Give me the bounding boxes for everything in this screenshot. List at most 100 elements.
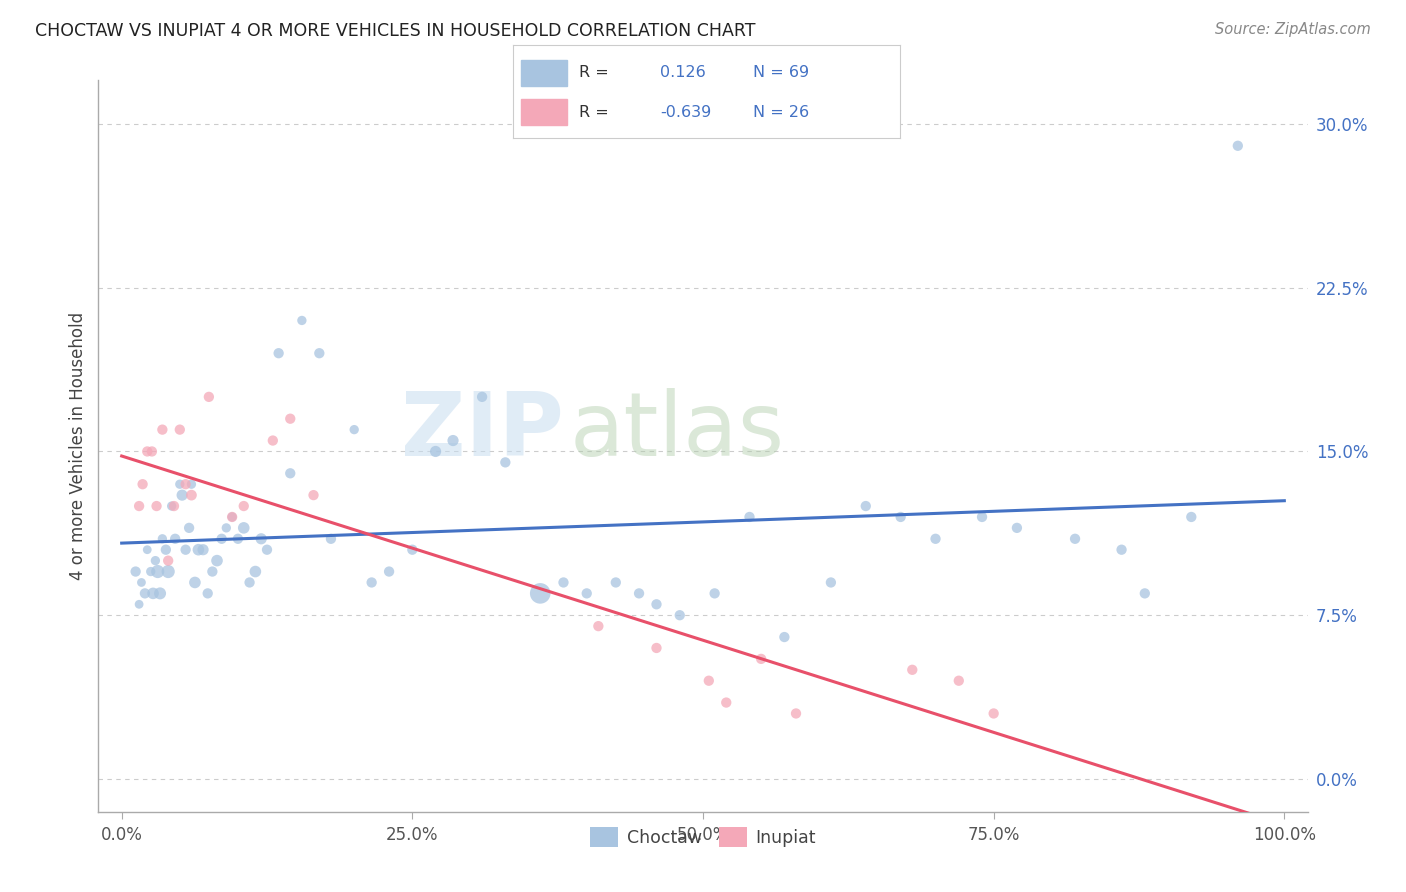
Point (1064, 532, 1087, 546)
Point (245, 565, 267, 579)
Point (226, 532, 249, 546)
Point (278, 411, 301, 425)
Text: atlas: atlas (569, 388, 785, 475)
Point (145, 499, 167, 513)
Point (749, 652, 772, 666)
Point (187, 542, 209, 557)
Point (184, 575, 207, 590)
Text: N = 26: N = 26 (754, 104, 808, 120)
Point (319, 532, 342, 546)
Point (198, 390, 221, 404)
Point (174, 542, 197, 557)
Point (378, 565, 401, 579)
Point (179, 521, 201, 535)
Text: CHOCTAW VS INUPIAT 4 OR MORE VEHICLES IN HOUSEHOLD CORRELATION CHART: CHOCTAW VS INUPIAT 4 OR MORE VEHICLES IN… (35, 22, 755, 40)
Point (308, 346, 330, 360)
Point (820, 575, 842, 590)
Point (160, 499, 183, 513)
Point (716, 696, 738, 710)
Point (278, 467, 301, 481)
Point (128, 597, 150, 611)
Point (890, 510, 912, 524)
Point (141, 444, 163, 458)
Point (124, 565, 146, 579)
Point (149, 586, 172, 600)
Point (150, 532, 173, 546)
Point (924, 532, 946, 546)
Point (136, 444, 159, 458)
Point (191, 542, 214, 557)
Point (134, 586, 156, 600)
Point (1133, 586, 1156, 600)
Text: 0.126: 0.126 (661, 65, 706, 80)
Point (605, 575, 627, 590)
Point (232, 499, 254, 513)
Text: R =: R = (579, 65, 609, 80)
Point (785, 706, 807, 721)
Point (773, 630, 796, 644)
Point (401, 542, 423, 557)
Point (180, 477, 202, 491)
Point (145, 554, 167, 568)
Point (588, 619, 610, 633)
Point (169, 477, 191, 491)
Point (1111, 542, 1133, 557)
Point (197, 586, 219, 600)
Text: -0.639: -0.639 (661, 104, 711, 120)
Point (128, 499, 150, 513)
Point (180, 488, 202, 502)
Text: N = 69: N = 69 (754, 65, 808, 80)
Point (494, 455, 516, 469)
Point (150, 423, 173, 437)
Point (360, 575, 382, 590)
Point (250, 532, 273, 546)
Point (163, 499, 186, 513)
Point (157, 554, 180, 568)
Point (529, 586, 551, 600)
Point (302, 488, 325, 502)
Point (232, 521, 254, 535)
Point (211, 532, 233, 546)
Point (645, 640, 668, 655)
Point (970, 510, 993, 524)
Point (471, 390, 494, 404)
Point (262, 434, 284, 448)
Point (221, 510, 243, 524)
Point (221, 510, 243, 524)
Point (668, 608, 690, 623)
Point (983, 706, 1005, 721)
Point (142, 586, 165, 600)
Point (155, 542, 177, 557)
Point (1005, 521, 1028, 535)
Point (703, 586, 725, 600)
Point (169, 423, 191, 437)
Y-axis label: 4 or more Vehicles in Household: 4 or more Vehicles in Household (69, 312, 87, 580)
Text: R =: R = (579, 104, 609, 120)
Point (157, 565, 180, 579)
Point (174, 477, 197, 491)
Point (697, 673, 720, 688)
Point (1180, 510, 1202, 524)
Point (215, 521, 238, 535)
Legend: Choctaw, Inupiat: Choctaw, Inupiat (583, 821, 823, 855)
Point (256, 542, 278, 557)
Text: ZIP: ZIP (401, 388, 564, 475)
Point (645, 597, 668, 611)
Point (1226, 138, 1249, 153)
Point (855, 499, 877, 513)
Bar (520, 99, 567, 125)
Text: Source: ZipAtlas.com: Source: ZipAtlas.com (1215, 22, 1371, 37)
Point (948, 673, 970, 688)
Point (738, 510, 761, 524)
Point (239, 575, 262, 590)
Point (131, 575, 153, 590)
Point (441, 434, 464, 448)
Point (136, 542, 159, 557)
Point (139, 565, 162, 579)
Point (165, 532, 187, 546)
Point (146, 565, 169, 579)
Point (291, 313, 314, 327)
Point (172, 488, 194, 502)
Point (575, 586, 598, 600)
Point (901, 663, 924, 677)
